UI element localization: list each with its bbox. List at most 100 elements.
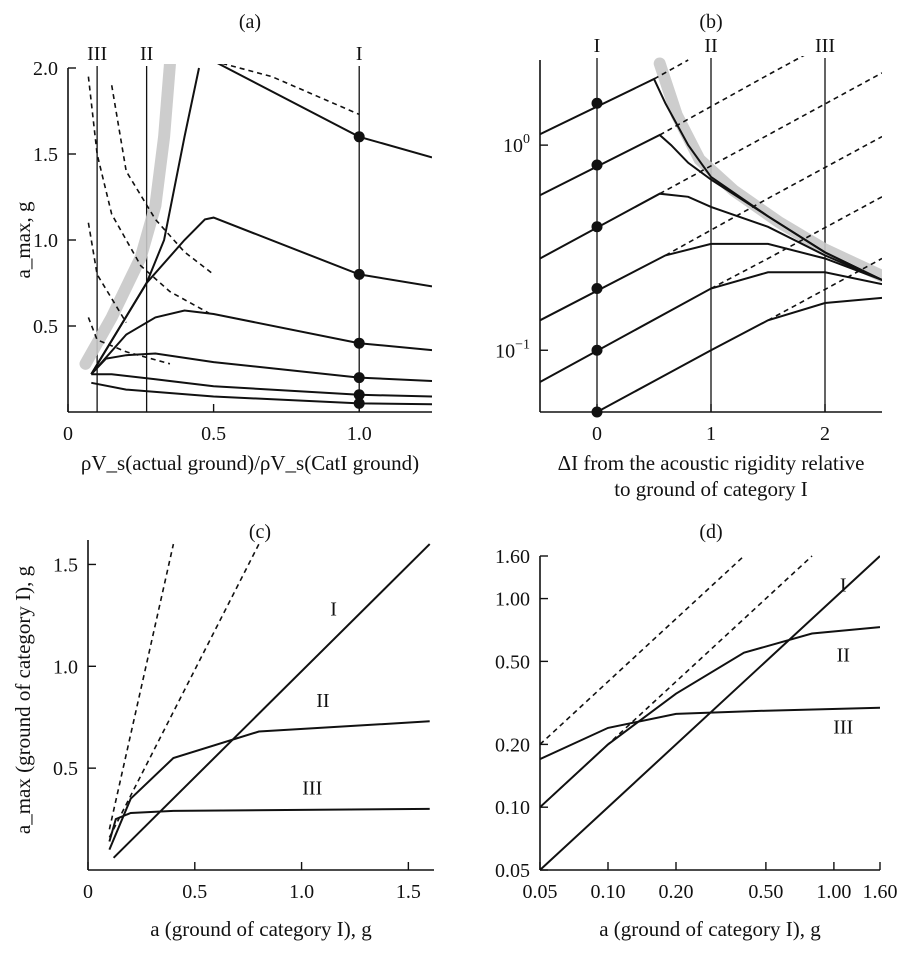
series-label: I [840, 575, 847, 597]
series-line [596, 296, 882, 412]
x-tick-label: 0.5 [201, 423, 226, 445]
x-axis-label-line2: to ground of category I [614, 477, 808, 501]
x-tick-label: 0 [63, 423, 73, 445]
panel-label: (c) [249, 521, 271, 543]
x-tick-label: 0 [83, 881, 93, 903]
y-tick-label: 0.50 [495, 651, 530, 673]
y-tick-label: 0.20 [495, 734, 530, 756]
series-label: II [316, 690, 329, 712]
series-label: II [837, 644, 850, 666]
dashed-line [110, 85, 215, 276]
x-tick-label: 1.60 [863, 881, 898, 903]
x-tick-label: 1.00 [816, 881, 851, 903]
data-point [591, 406, 603, 418]
series-label: I [330, 598, 337, 620]
series-line [217, 64, 432, 159]
y-tick-label: 1.00 [495, 589, 530, 611]
series-line-II [108, 720, 430, 850]
x-axis-label: a (ground of category I), g [150, 917, 372, 941]
data-point [591, 97, 603, 109]
x-axis-label: ΔI from the acoustic rigidity relative [558, 451, 865, 475]
data-point [591, 159, 603, 171]
dashed-line [665, 135, 882, 257]
dashed-line [653, 59, 689, 80]
plot-area [540, 56, 882, 412]
y-tick-label: 0.05 [495, 860, 530, 882]
dashed-line [659, 72, 882, 195]
panel-label: (b) [699, 11, 722, 33]
y-tick-label: 2.0 [33, 58, 58, 80]
x-tick-label: 0.20 [659, 881, 694, 903]
panel-d: (d) 0.05 0.10 0.20 0.50 1.00 1.60 0.05 0.10 0.20 0… [495, 521, 898, 941]
plot-area [108, 543, 431, 859]
series-line-II [540, 626, 880, 808]
data-point [591, 221, 603, 233]
series-line [540, 133, 882, 281]
y-tick-label: 1.0 [33, 230, 58, 252]
y-axis-label: a_max (ground of category I), g [11, 565, 35, 834]
data-point [591, 344, 603, 356]
data-point [353, 268, 365, 280]
panel-label: (d) [699, 521, 722, 543]
x-tick-label: 0 [592, 423, 602, 445]
x-tick-label: 1.5 [396, 881, 421, 903]
series-line [91, 381, 432, 406]
data-point [353, 372, 365, 384]
y-tick-label: 1.0 [53, 656, 78, 678]
series-line-III [108, 807, 430, 842]
series-line [91, 373, 432, 398]
series-line [90, 309, 432, 375]
x-tick-label: 0.10 [591, 881, 626, 903]
data-point [353, 389, 365, 401]
y-tick-label: 0.5 [33, 316, 58, 338]
panel-label: (a) [239, 11, 261, 33]
x-tick-label: 2 [820, 423, 830, 445]
dashed-line [659, 56, 805, 136]
data-point [353, 397, 365, 409]
y-tick-label: 0.5 [53, 758, 78, 780]
limit-band [79, 64, 176, 370]
plot-area [79, 64, 432, 406]
x-tick-label: 0.5 [182, 881, 207, 903]
series-line-III [540, 706, 880, 761]
category-label: I [356, 43, 363, 65]
dashed-line [87, 76, 214, 317]
x-tick-label: 1.0 [347, 423, 372, 445]
category-label: III [815, 35, 835, 57]
dashed-line [108, 543, 175, 830]
series-line [540, 271, 882, 383]
x-axis-label: ρV_s(actual ground)/ρV_s(CatI ground) [81, 451, 419, 475]
y-axis-label: a_max, g [11, 201, 35, 278]
y-tick-label: 1.5 [33, 144, 58, 166]
x-tick-label: 1 [706, 423, 716, 445]
dashed-line [540, 555, 745, 745]
y-tick-label: 100 [503, 132, 530, 157]
data-point [353, 131, 365, 143]
plot-area [540, 555, 880, 870]
dashed-line [710, 196, 882, 290]
x-tick-label: 1.0 [289, 881, 314, 903]
dashed-line [767, 257, 882, 322]
dashed-line [87, 317, 171, 365]
category-label: III [87, 43, 107, 65]
series-label: III [833, 717, 853, 739]
dashed-line [108, 543, 260, 838]
y-tick-label: 0.10 [495, 797, 530, 819]
data-point [353, 337, 365, 349]
x-tick-label: 0.05 [523, 881, 558, 903]
category-label: II [704, 35, 717, 57]
category-label: I [594, 35, 601, 57]
data-point [591, 283, 603, 295]
category-label: II [140, 43, 153, 65]
series-line-I [112, 543, 431, 859]
x-axis-label: a (ground of category I), g [599, 917, 821, 941]
series-line [540, 242, 882, 322]
x-tick-label: 0.50 [748, 881, 783, 903]
y-tick-label: 1.60 [495, 546, 530, 568]
limit-band [653, 57, 882, 282]
dashed-line [221, 64, 360, 116]
